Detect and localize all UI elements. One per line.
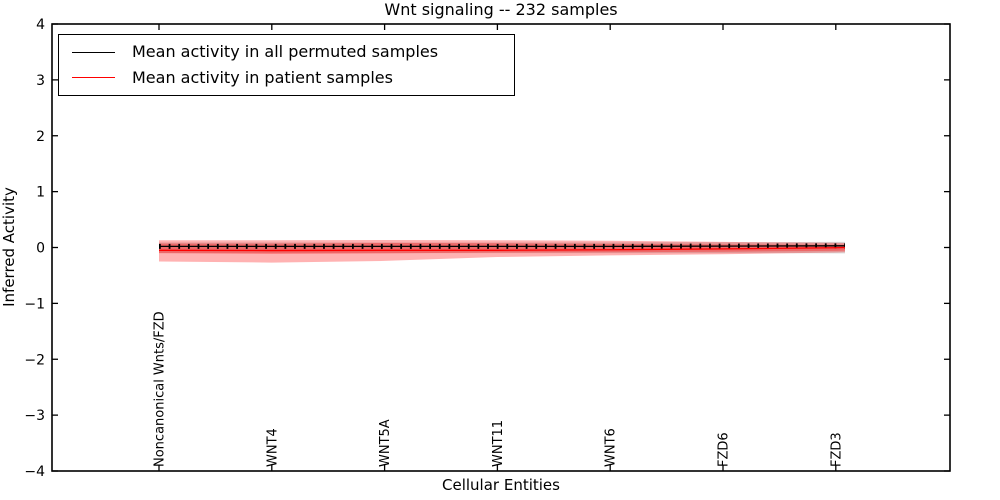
x-tick-label: Noncanonical Wnts/FZD: [153, 311, 168, 467]
legend: Mean activity in all permuted samples Mea…: [58, 34, 515, 96]
legend-item: Mean activity in patient samples: [59, 67, 514, 89]
y-tick-label: 3: [36, 73, 45, 89]
x-tick-label: FZD6: [717, 432, 732, 467]
y-tick-label: 0: [36, 241, 45, 257]
y-tick-label: 4: [36, 17, 45, 33]
x-tick-label: FZD3: [829, 432, 844, 467]
legend-item-label: Mean activity in patient samples: [132, 67, 393, 87]
legend-item: Mean activity in all permuted samples: [59, 41, 514, 63]
legend-item-label: Mean activity in all permuted samples: [132, 42, 439, 62]
legend-line-sample: [72, 51, 115, 53]
x-tick-label: WNT4: [265, 428, 280, 467]
x-tick-label: WNT6: [604, 428, 619, 467]
patient-mean-line: [158, 246, 846, 252]
y-tick-label: −4: [24, 464, 45, 480]
y-tick-label: −1: [24, 296, 45, 312]
x-tick-label: WNT11: [491, 420, 506, 467]
x-tick-label: WNT5A: [378, 419, 393, 467]
legend-line-sample: [72, 77, 115, 79]
y-axis-label: Inferred Activity: [0, 187, 18, 307]
y-tick-label: −2: [24, 352, 45, 368]
y-tick-label: 1: [36, 185, 45, 201]
y-tick-label: −3: [24, 408, 45, 424]
y-tick-label: 2: [36, 129, 45, 145]
x-axis-label: Cellular Entities: [442, 476, 560, 494]
chart-title: Wnt signaling -- 232 samples: [384, 0, 618, 19]
permuted-mean-line: [159, 245, 845, 248]
